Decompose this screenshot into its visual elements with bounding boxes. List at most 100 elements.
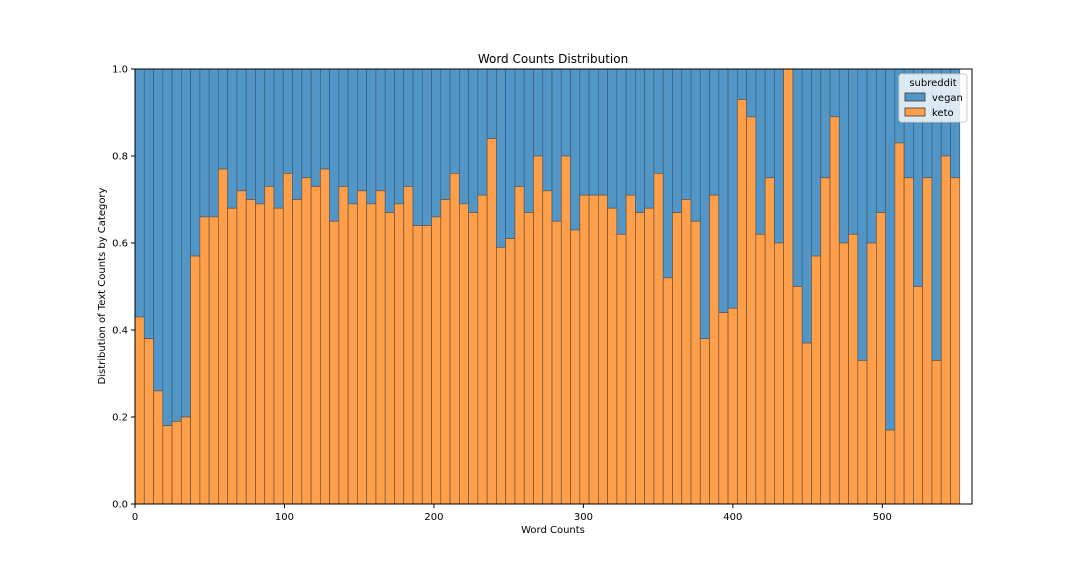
bar-keto (718, 312, 729, 505)
bar-keto (597, 194, 608, 505)
bar-keto (681, 199, 692, 505)
y-tick-label: 0.2 (112, 413, 128, 424)
bar-keto (412, 225, 423, 505)
bar-vegan (273, 68, 284, 209)
x-tick-label: 400 (723, 512, 742, 523)
bar-vegan (635, 68, 646, 213)
bar-keto (607, 207, 618, 505)
bar-vegan (496, 68, 507, 248)
bar-vegan (301, 68, 312, 179)
bar-vegan (310, 68, 321, 187)
bar-vegan (672, 68, 683, 213)
bar-keto (357, 190, 368, 505)
bar-keto (885, 429, 896, 505)
bar-vegan (264, 68, 275, 187)
legend-label-keto: keto (932, 108, 954, 119)
bar-vegan (616, 68, 627, 235)
bar-vegan (236, 68, 247, 192)
bar-vegan (625, 68, 636, 196)
bar-keto (560, 155, 571, 505)
bar-keto (236, 190, 247, 505)
x-tick-label: 0 (132, 512, 138, 523)
bar-keto (875, 212, 886, 505)
bar-keto (394, 203, 405, 505)
bar-vegan (579, 68, 590, 196)
bar-keto (310, 186, 321, 505)
bar-vegan (690, 68, 701, 222)
bar-vegan (820, 68, 831, 179)
bar-keto (950, 177, 961, 505)
bar-keto (922, 177, 933, 505)
plot-frame (134, 68, 973, 505)
bar-keto (208, 216, 219, 505)
bar-vegan (319, 68, 330, 170)
bar-keto (162, 425, 173, 505)
bar-vegan (134, 68, 145, 318)
bar-keto (727, 307, 738, 505)
bar-keto (811, 255, 822, 505)
bar-vegan (727, 68, 738, 309)
chart-title: Word Counts Distribution (478, 52, 628, 66)
y-axis-label: Distribution of Text Counts by Category (97, 187, 108, 384)
bar-vegan (662, 68, 673, 279)
bar-keto (468, 212, 479, 505)
x-axis-ticks: 0 100 200 300 400 500 (132, 504, 892, 523)
bar-vegan (588, 68, 599, 196)
bar-vegan (857, 68, 868, 361)
bar-vegan (245, 68, 256, 200)
y-tick-label: 0.0 (112, 500, 128, 511)
bar-keto (903, 177, 914, 505)
bar-keto (709, 194, 720, 505)
bar-keto (866, 242, 877, 505)
bar-keto (421, 225, 432, 505)
bar-keto (245, 199, 256, 505)
bar-vegan (764, 68, 775, 179)
bar-keto (153, 390, 164, 505)
bar-keto (551, 220, 562, 505)
bar-keto (496, 247, 507, 505)
bar-vegan (486, 68, 497, 139)
bar-vegan (607, 68, 618, 209)
bar-keto (625, 194, 636, 505)
bar-vegan (792, 68, 803, 287)
bar-vegan (746, 68, 757, 118)
bar-keto (458, 203, 469, 505)
bar-keto (588, 194, 599, 505)
bar-vegan (838, 68, 849, 244)
bar-vegan (227, 68, 238, 209)
bar-vegan (709, 68, 720, 196)
bar-vegan (811, 68, 822, 257)
bar-keto (764, 177, 775, 505)
bar-vegan (774, 68, 785, 244)
bar-keto (366, 203, 377, 505)
bar-vegan (551, 68, 562, 222)
bar-keto (134, 316, 145, 505)
bar-keto (913, 286, 924, 505)
legend-label-vegan: vegan (932, 93, 963, 104)
bar-vegan (403, 68, 414, 187)
bar-vegan (218, 68, 229, 170)
bars-group (134, 68, 961, 505)
bar-keto (273, 207, 284, 505)
bar-keto (801, 342, 812, 505)
bar-keto (180, 416, 191, 505)
bar-keto (838, 242, 849, 505)
bar-vegan (458, 68, 469, 205)
bar-keto (486, 138, 497, 505)
x-tick-label: 500 (873, 512, 892, 523)
bar-vegan (255, 68, 266, 205)
bar-keto (542, 190, 553, 505)
bar-keto (449, 173, 460, 505)
bar-keto (218, 168, 229, 505)
bar-vegan (755, 68, 766, 235)
bar-keto (746, 116, 757, 505)
bar-keto (264, 186, 275, 505)
bar-keto (190, 255, 201, 505)
bar-vegan (699, 68, 710, 340)
bar-keto (616, 233, 627, 505)
bar-vegan (171, 68, 182, 422)
bar-keto (533, 155, 544, 505)
bar-vegan (644, 68, 655, 209)
bar-keto (338, 186, 349, 505)
bar-keto (505, 238, 516, 505)
